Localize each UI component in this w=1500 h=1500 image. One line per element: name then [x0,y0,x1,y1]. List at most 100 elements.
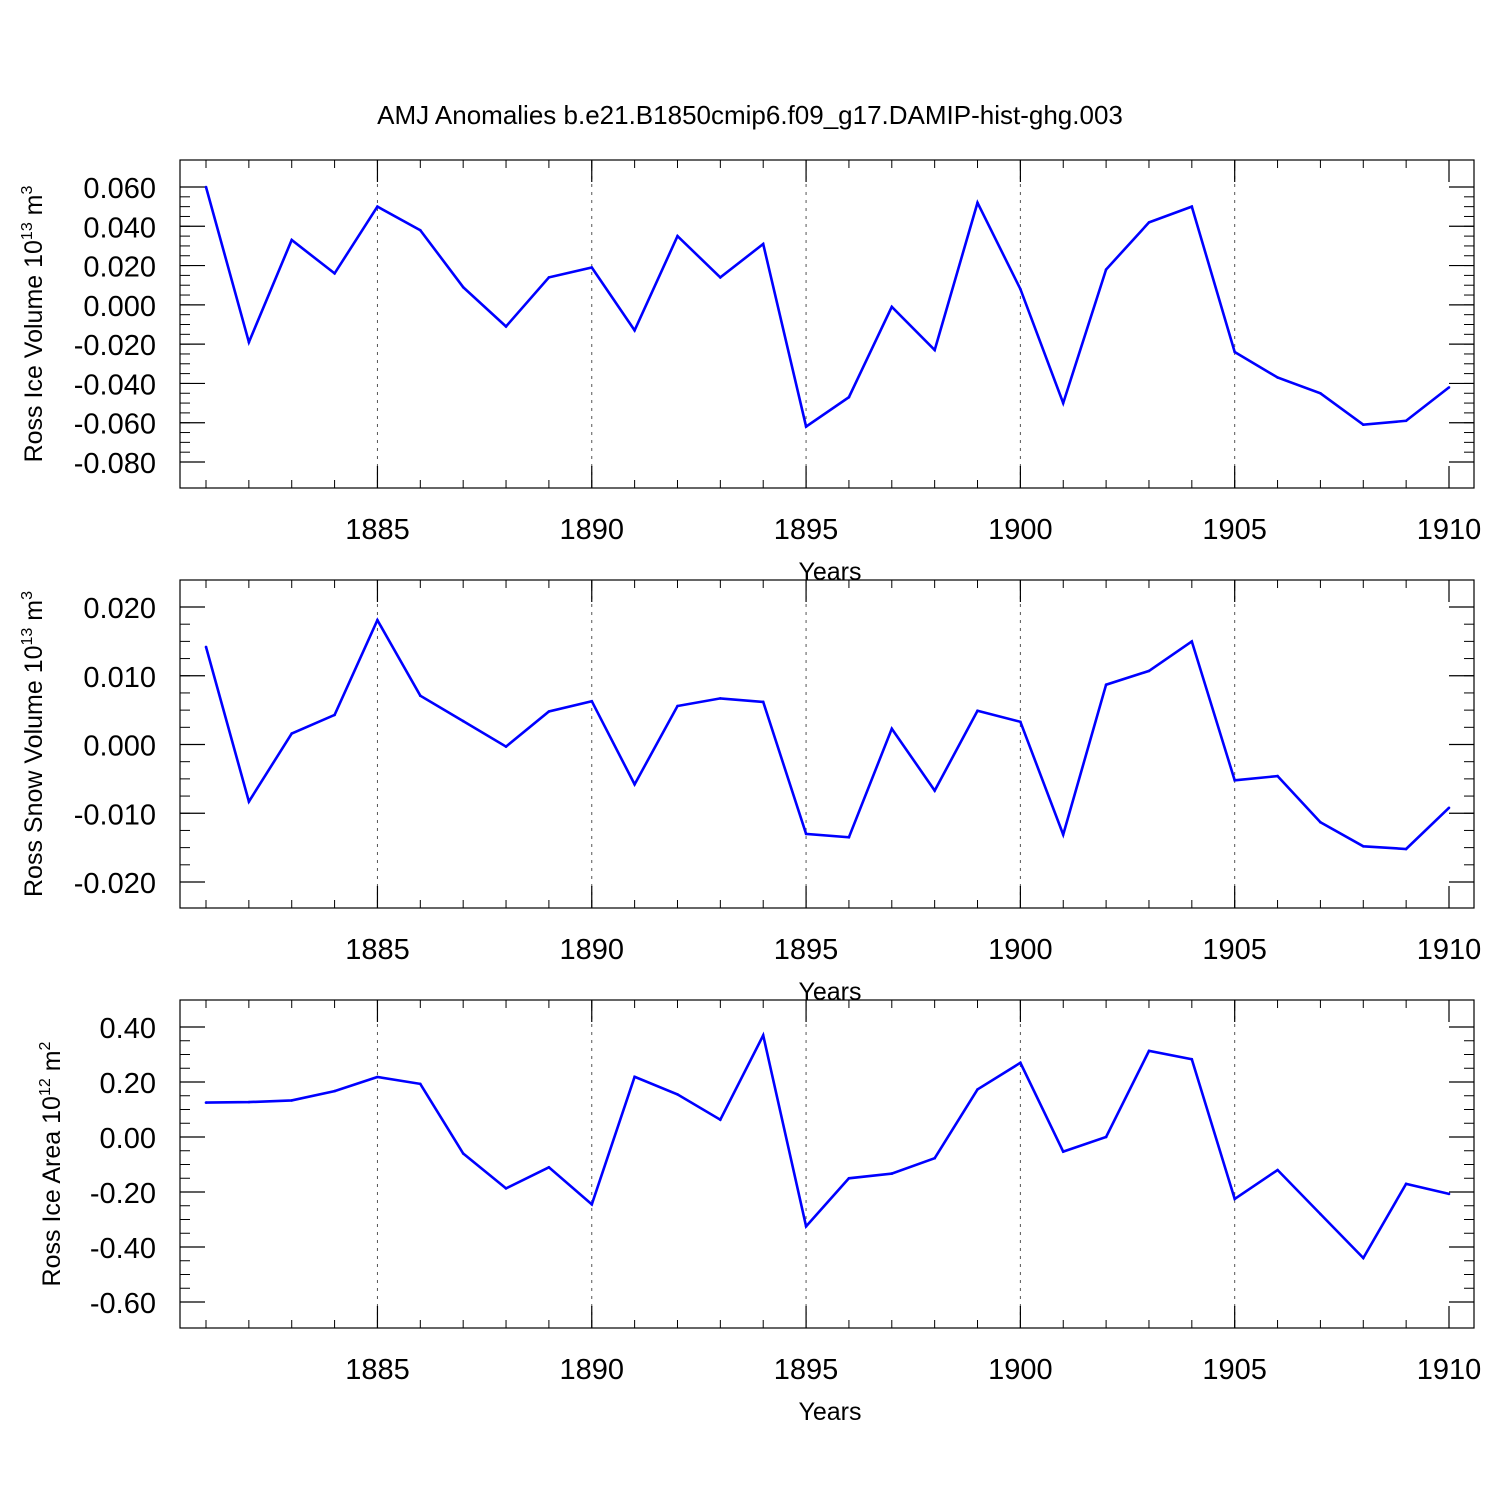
data-point [290,1099,294,1102]
data-point [1061,401,1065,405]
data-point [719,276,722,279]
y-axis-label: Ross Snow Volume 1013 m3 [19,591,48,897]
x-tick-label: 1900 [988,514,1053,546]
data-point [1104,683,1108,686]
y-label-unit: m [20,194,48,222]
x-tick-label: 1890 [560,934,625,966]
data-point [1447,386,1451,389]
y-label-exp: 13 [19,222,36,240]
data-point [547,276,551,279]
data-point [1404,1182,1408,1186]
y-tick-label: -0.60 [90,1288,156,1320]
data-point [204,645,208,649]
data-point [1404,847,1408,851]
data-point [1061,833,1065,836]
data-point [1019,720,1022,724]
data-point [633,329,636,332]
data-point [204,185,208,189]
data-point [847,836,851,839]
y-tick-label: -0.040 [74,369,156,401]
y-label-unit-exp: 2 [37,1041,54,1050]
x-tick-label: 1885 [345,1354,410,1386]
data-point [761,1034,765,1037]
data-point [1104,1135,1108,1139]
figure-title: AMJ Anomalies b.e21.B1850cmip6.f09_g17.D… [377,100,1123,130]
data-point [1276,1168,1279,1172]
data-point [761,242,765,246]
y-label-unit: m [38,1050,66,1078]
x-tick-label: 1905 [1202,934,1267,966]
data-point [590,699,594,703]
y-tick-label: 0.20 [100,1068,156,1100]
data-point [719,697,722,700]
data-point [1061,1150,1065,1153]
y-tick-label: 0.020 [83,252,156,284]
data-point [290,732,294,735]
data-point [247,1100,251,1104]
data-point [247,340,251,344]
y-tick-label: -0.020 [74,868,156,900]
data-point [1019,1061,1022,1065]
y-label-unit-exp: 3 [19,591,36,600]
data-point [419,1082,422,1086]
data-point [1190,640,1194,643]
data-point [1276,774,1279,778]
x-tick-label: 1885 [345,934,410,966]
x-tick-label: 1910 [1417,934,1482,966]
x-tick-label: 1900 [988,934,1053,966]
data-point [419,228,422,232]
y-tick-label: 0.000 [83,291,156,323]
data-point [376,618,379,622]
data-point [461,285,465,289]
data-point [247,800,251,803]
data-point [676,234,679,238]
data-point [847,1177,851,1180]
data-point [290,238,294,242]
data-point [1147,221,1151,224]
data-point [1447,1192,1451,1196]
data-point [547,1166,551,1169]
x-tick-label: 1885 [345,514,410,546]
y-label-base: Ross Snow Volume 10 [20,645,48,897]
y-axis-label: Ross Ice Area 1012 m2 [37,1041,66,1286]
data-point [1362,1256,1365,1260]
data-point [1319,392,1322,395]
panel-1: 1885 1890 1895 1900 1905 1910 0.060 0.040 0.020 0… [19,159,1481,586]
y-label-unit-exp: 3 [19,185,36,194]
data-point [1233,1197,1236,1201]
y-label-exp: 13 [19,628,36,646]
data-point [376,1075,379,1079]
y-tick-label: 0.00 [100,1123,156,1155]
data-point [976,709,979,713]
plot-frame [179,999,1475,1329]
data-point [504,325,508,328]
y-label-exp: 12 [37,1078,54,1096]
x-tick-label: 1890 [560,514,625,546]
data-point [976,201,979,204]
data-point [761,700,765,704]
data-point [1190,205,1194,208]
data-point [590,266,594,269]
data-point [804,1225,808,1228]
y-tick-label: -0.40 [90,1233,156,1265]
y-axis-label: Ross Ice Volume 1013 m3 [19,185,48,462]
data-point [676,1093,679,1096]
data-point [719,1118,722,1121]
data-point [1147,669,1151,673]
data-point [933,348,936,352]
data-point [1447,806,1451,810]
data-point [1276,376,1279,379]
x-axis-label: Years [798,978,861,1006]
x-tick-label: 1895 [774,514,839,546]
x-tick-label: 1890 [560,1354,625,1386]
data-point [1319,1212,1322,1216]
x-axis-label: Years [798,558,861,586]
y-tick-label: -0.080 [74,448,156,480]
y-tick-label: 0.020 [83,593,156,625]
data-point [633,1075,636,1079]
x-axis-label: Years [798,1398,861,1426]
y-label-base: Ross Ice Area 10 [38,1096,66,1286]
data-point [890,727,894,730]
y-label-base: Ross Ice Volume 10 [20,240,48,462]
data-point [419,694,422,697]
